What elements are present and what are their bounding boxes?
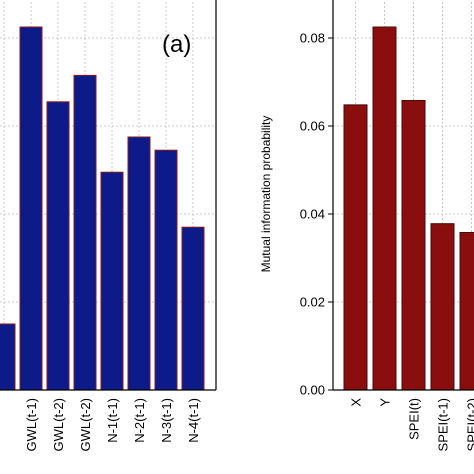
panel-a-x-tick-label: N-3(t-1) <box>159 398 174 443</box>
chart-panel-a: GWL(t-1) GWL(t-2) GWL(t-2) N-1(t-1) N-2(t-1)… <box>0 0 217 451</box>
panel-a-label: (a) <box>162 31 191 58</box>
panel-b-x-tick-label: X <box>349 398 364 407</box>
panel-b-bar <box>372 26 397 391</box>
panel-b-y-axis-title: Mutual information probability <box>259 116 273 273</box>
panel-b-bar <box>459 231 474 391</box>
panel-b-y-tick-label: 0.02 <box>300 295 325 310</box>
panel-a-bar <box>181 226 205 391</box>
panel-b-x-tick-label: SPEI(t-2) <box>465 398 474 451</box>
panel-a-x-tick-label: GWL(t-2) <box>51 398 66 451</box>
panel-b-x-tick-label: Y <box>378 398 393 407</box>
panel-a-bar <box>46 101 70 391</box>
chart-panel-b: 0.00 0.02 0.04 0.06 0.08 Mutual information p… <box>259 0 474 451</box>
panel-a-bar <box>0 323 16 391</box>
panel-a-x-tick-label: N-2(t-1) <box>132 398 147 443</box>
panel-b-y-tick-label: 0.00 <box>300 383 325 398</box>
panel-b-y-tick-label: 0.06 <box>300 119 325 134</box>
panel-b-bar <box>430 223 455 391</box>
panel-a-bar <box>154 149 178 391</box>
panel-a-bar <box>73 74 97 391</box>
panel-b-x-tick-label: SPEI(t-1) <box>436 398 451 451</box>
panel-b-y-tick-label: 0.04 <box>300 207 325 222</box>
panel-b-bar <box>401 99 426 391</box>
panel-a-x-tick-label: GWL(t-2) <box>78 398 93 451</box>
panel-a-bar <box>19 26 43 391</box>
panel-a-bar <box>127 136 151 391</box>
panel-b-x-tick-label: SPEI(t) <box>407 398 422 440</box>
panel-a-x-tick-label: N-4(t-1) <box>186 398 201 443</box>
panel-a-bar <box>100 171 124 391</box>
panel-a-x-tick-label: GWL(t-1) <box>24 398 39 451</box>
panel-a-x-tick-label: N-1(t-1) <box>105 398 120 443</box>
panel-b-y-tick-label: 0.08 <box>300 31 325 46</box>
panel-b-bar <box>343 104 368 391</box>
